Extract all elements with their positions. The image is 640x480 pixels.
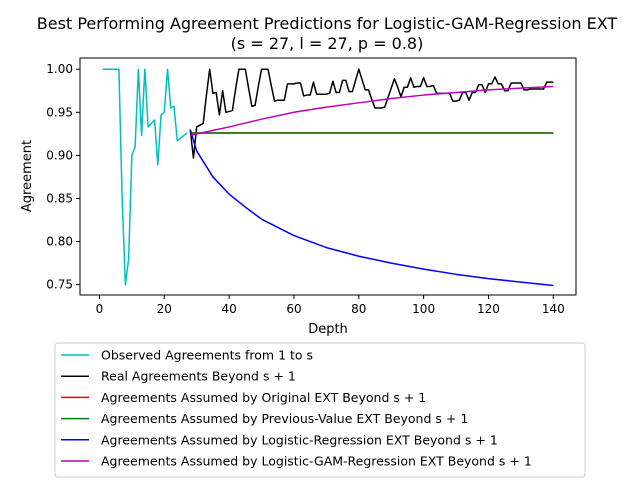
x-tick-label: 80 [351, 302, 366, 316]
y-tick-label: 0.80 [46, 235, 73, 249]
y-tick-label: 0.90 [46, 148, 73, 162]
legend-box [54, 342, 586, 478]
y-tick-label: 0.95 [46, 105, 73, 119]
chart-title: Best Performing Agreement Predictions fo… [37, 14, 618, 33]
legend-label: Agreements Assumed by Logistic-Regressio… [101, 432, 498, 447]
y-axis-ticks: 0.75 0.80 0.85 0.90 0.95 1.00 [46, 62, 80, 292]
plot-frame [79, 57, 577, 296]
y-axis-label: Agreement [20, 140, 35, 212]
x-tick-label: 40 [221, 302, 236, 316]
legend-entries: Observed Agreements from 1 to s Real Agre… [61, 348, 532, 469]
x-tick-label: 0 [96, 302, 104, 316]
legend: Observed Agreements from 1 to s Real Agre… [54, 342, 586, 478]
y-tick-label: 0.85 [46, 191, 73, 205]
series-line-6 [190, 85, 554, 137]
legend-label: Agreements Assumed by Previous-Value EXT… [101, 411, 468, 426]
legend-label: Observed Agreements from 1 to s [101, 348, 313, 363]
series-line-5 [189, 129, 554, 287]
x-tick-label: 60 [286, 302, 301, 316]
y-tick-label: 0.75 [46, 278, 73, 292]
series-line-1 [102, 68, 188, 286]
legend-label: Agreements Assumed by Original EXT Beyon… [101, 390, 426, 405]
legend-label: Real Agreements Beyond s + 1 [101, 369, 296, 384]
y-tick-label: 1.00 [46, 62, 73, 76]
x-axis-label: Depth [308, 322, 348, 337]
series-line-2 [189, 68, 554, 159]
x-tick-label: 120 [477, 302, 500, 316]
x-tick-label: 100 [412, 302, 435, 316]
x-axis-ticks: 0 20 40 60 80 100 120 140 [96, 295, 565, 316]
legend-label: Agreements Assumed by Logistic-GAM-Regre… [101, 454, 532, 469]
x-tick-label: 140 [542, 302, 565, 316]
plot-area [80, 58, 576, 295]
x-tick-label: 20 [157, 302, 172, 316]
series-group [102, 68, 554, 287]
chart-subtitle: (s = 27, l = 27, p = 0.8) [231, 34, 424, 53]
